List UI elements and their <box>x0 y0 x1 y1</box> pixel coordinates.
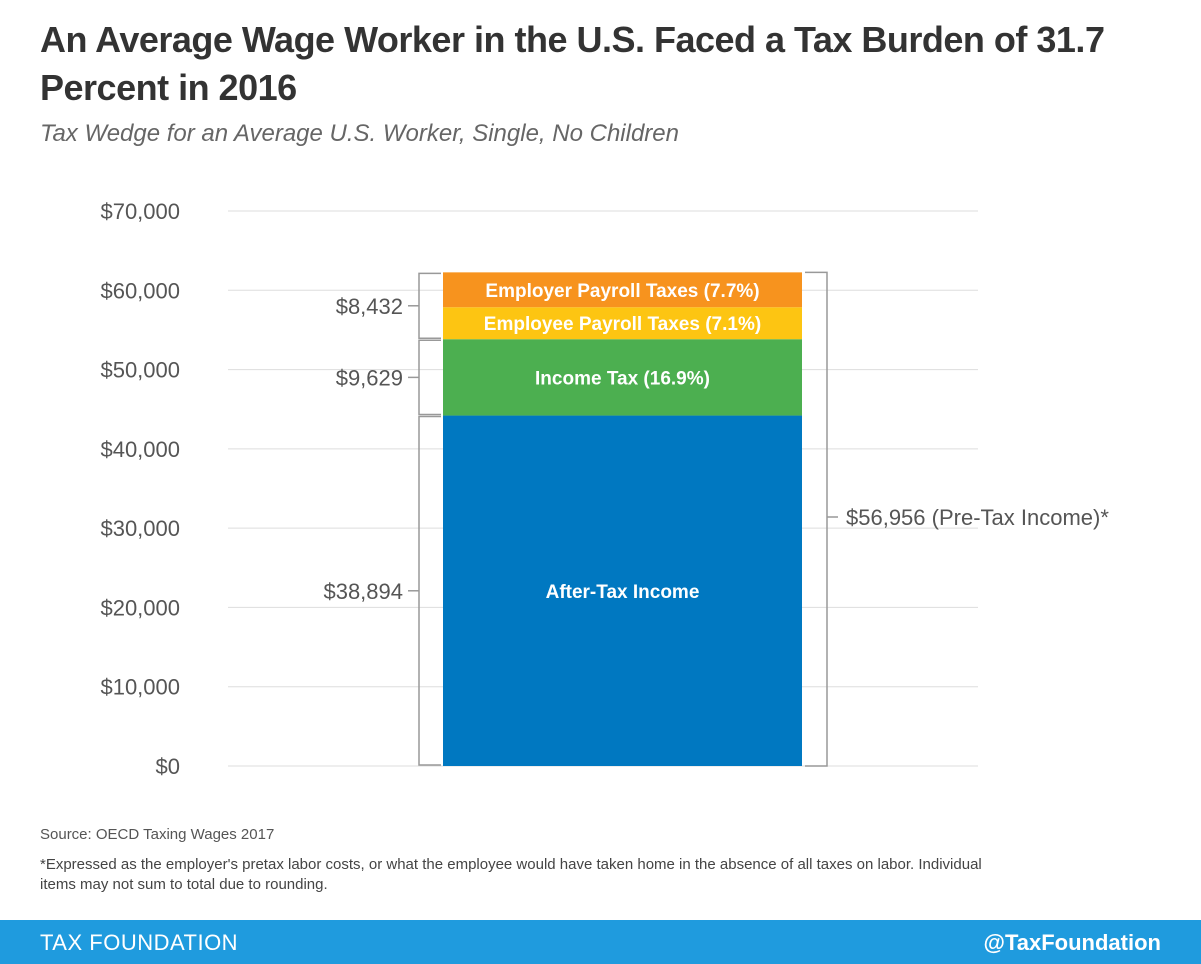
bar-segment-label: Income Tax (16.9%) <box>535 368 710 389</box>
footer-handle: @TaxFoundation <box>983 930 1161 955</box>
brackets: $38,894 $9,629 $8,432 $56,956 (Pre-Tax Inco… <box>323 271 1109 767</box>
right-bracket-label: $56,956 (Pre-Tax Income)* <box>846 505 1109 530</box>
y-tick-label: $60,000 <box>100 278 180 303</box>
source-note: Source: OECD Taxing Wages 2017 <box>40 826 275 843</box>
right-bracket <box>805 271 828 767</box>
bar-segment <box>443 339 802 416</box>
y-tick-label: $70,000 <box>100 199 180 224</box>
left-bracket <box>418 415 441 766</box>
left-bracket <box>418 339 441 416</box>
y-tick-label: $0 <box>156 754 180 779</box>
y-axis-ticks: $0 $10,000 $20,000 $30,000 $40,000 $50,000 $60… <box>100 199 180 779</box>
footnote: *Expressed as the employer's pretax labo… <box>40 856 982 893</box>
left-bracket-label: $9,629 <box>336 365 403 390</box>
bar-segment-label: Employee Payroll Taxes (7.1%) <box>484 314 761 335</box>
footer-brand: TAX FOUNDATION <box>40 930 239 955</box>
bar-segment-label: Employer Payroll Taxes (7.7%) <box>485 281 759 302</box>
bar-segment <box>443 415 802 766</box>
left-bracket <box>418 272 441 339</box>
left-bracket-label: $8,432 <box>336 294 403 319</box>
y-tick-label: $10,000 <box>100 675 180 700</box>
stacked-bar-chart: $0 $10,000 $20,000 $30,000 $40,000 $50,000 $60… <box>100 199 1109 779</box>
bar-segments: After-Tax Income Income Tax (16.9%) Employ… <box>443 272 802 766</box>
footer-bar: TAX FOUNDATION @TaxFoundation <box>0 920 1201 964</box>
y-tick-label: $50,000 <box>100 358 180 383</box>
y-tick-label: $20,000 <box>100 595 180 620</box>
bar-segment-label: After-Tax Income <box>546 582 700 603</box>
y-tick-label: $40,000 <box>100 437 180 462</box>
left-bracket-label: $38,894 <box>323 579 403 604</box>
bar-segment <box>443 272 802 308</box>
chart-subtitle: Tax Wedge for an Average U.S. Worker, Si… <box>40 120 679 147</box>
y-tick-label: $30,000 <box>100 516 180 541</box>
bar-segment <box>443 307 802 340</box>
chart-title: An Average Wage Worker in the U.S. Faced… <box>40 19 1105 108</box>
